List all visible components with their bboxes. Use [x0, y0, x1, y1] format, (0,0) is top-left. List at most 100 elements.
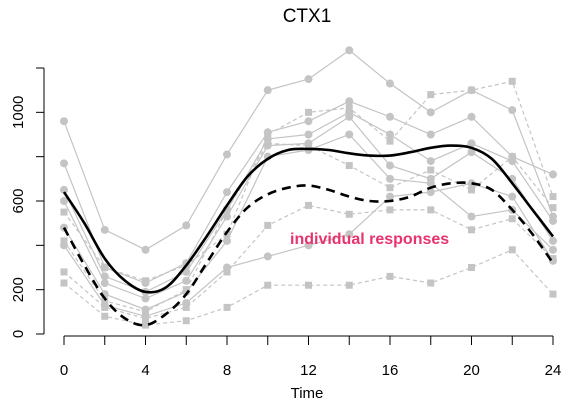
individual-data-point [223, 150, 231, 159]
individual-data-point [426, 179, 435, 188]
individual-data-point [549, 290, 557, 298]
x-tick-label: 4 [141, 362, 149, 379]
individual-data-point [223, 230, 231, 238]
individual-data-point [223, 236, 231, 245]
individual-data-point [60, 268, 68, 276]
individual-data-point [386, 112, 394, 121]
individual-data-point [508, 106, 517, 115]
x-tick-label: 20 [463, 362, 480, 379]
individual-data-point [467, 148, 476, 157]
individual-data-point [141, 245, 150, 254]
individual-data-point [223, 188, 231, 197]
individual-data-point [386, 174, 394, 183]
individual-data-point [264, 221, 272, 229]
y-tick-label: 0 [10, 330, 27, 338]
individual-data-point [427, 91, 435, 99]
individual-data-point [223, 212, 231, 221]
individual-data-point [386, 130, 394, 139]
individual-data-point [508, 215, 516, 223]
chart-title: CTX1 [283, 6, 332, 27]
individual-data-point [386, 206, 394, 214]
individual-data-point [142, 308, 149, 316]
individual-data-point [386, 137, 394, 145]
individual-data-point [386, 184, 394, 192]
x-tick-label: 24 [545, 362, 562, 379]
individual-data-point [386, 272, 394, 280]
individual-data-point [101, 264, 109, 271]
individual-data-point [60, 279, 68, 287]
individual-data-point [305, 281, 312, 289]
individual-data-point [549, 255, 557, 263]
individual-data-point [182, 276, 191, 285]
individual-data-point [60, 117, 68, 126]
individual-data-point [264, 131, 272, 138]
individual-data-point [60, 208, 68, 216]
individual-data-point [263, 252, 272, 261]
individual-data-point [264, 139, 272, 147]
individual-data-point [508, 246, 516, 254]
individual-data-point [304, 117, 313, 126]
individual-data-point [345, 130, 354, 139]
individual-data-point [386, 79, 394, 88]
x-tick-label: 0 [60, 362, 68, 379]
individual-data-point [263, 86, 272, 95]
individual-data-point [386, 161, 394, 170]
individual-series-group [60, 46, 557, 329]
individual-data-point [549, 204, 557, 212]
mean-solid-curve [62, 144, 555, 294]
individual-data-point [304, 130, 313, 139]
individual-data-point [345, 112, 354, 121]
individual-data-point [305, 108, 312, 116]
individual-data-point [468, 86, 475, 94]
x-axis-label: Time [291, 385, 324, 402]
individual-data-point [182, 221, 191, 230]
individual-data-point [60, 159, 68, 168]
individual-data-point [549, 170, 557, 179]
individual-data-point [345, 46, 354, 55]
individual-data-point [467, 139, 476, 148]
individual-data-point [345, 104, 353, 112]
individual-data-point [142, 321, 149, 329]
individual-data-point [182, 303, 190, 311]
x-tick-label: 8 [223, 362, 231, 379]
individual-data-point [101, 297, 109, 305]
y-tick-label: 1000 [10, 96, 27, 129]
x-tick-label: 12 [300, 362, 317, 379]
x-tick-label: 16 [382, 362, 399, 379]
individual-data-point [345, 210, 353, 218]
individual-data-point [100, 225, 109, 234]
individual-data-point [305, 201, 312, 209]
individual-data-point [508, 153, 516, 161]
individual-data-point [142, 277, 149, 285]
individual-data-point [264, 281, 272, 289]
individual-data-point [468, 264, 475, 271]
individual-data-point [101, 303, 109, 311]
individual-series-line [63, 204, 554, 320]
individual-data-point [467, 179, 476, 188]
individual-data-point [427, 279, 435, 287]
annotation-label: individual responses [290, 231, 449, 248]
individual-data-point [467, 212, 476, 221]
individual-data-point [427, 206, 435, 214]
axes [43, 68, 553, 337]
individual-data-point [345, 162, 353, 170]
individual-data-point [467, 112, 476, 121]
individual-data-point [426, 108, 435, 117]
individual-data-point [60, 237, 68, 245]
individual-data-point [305, 142, 312, 150]
y-ticks: 0 200 600 1000 [10, 67, 44, 338]
individual-data-point [426, 157, 435, 166]
individual-data-point [60, 185, 68, 194]
individual-data-point [101, 312, 109, 320]
individual-data-point [304, 75, 313, 84]
individual-data-point [427, 166, 435, 174]
individual-data-point [426, 130, 435, 139]
individual-data-point [345, 97, 354, 106]
y-tick-label: 200 [10, 277, 27, 302]
individual-data-point [345, 230, 354, 239]
individual-data-point [304, 241, 313, 250]
individual-data-point [386, 192, 394, 201]
individual-series-line [63, 100, 554, 284]
individual-data-point [468, 186, 475, 194]
